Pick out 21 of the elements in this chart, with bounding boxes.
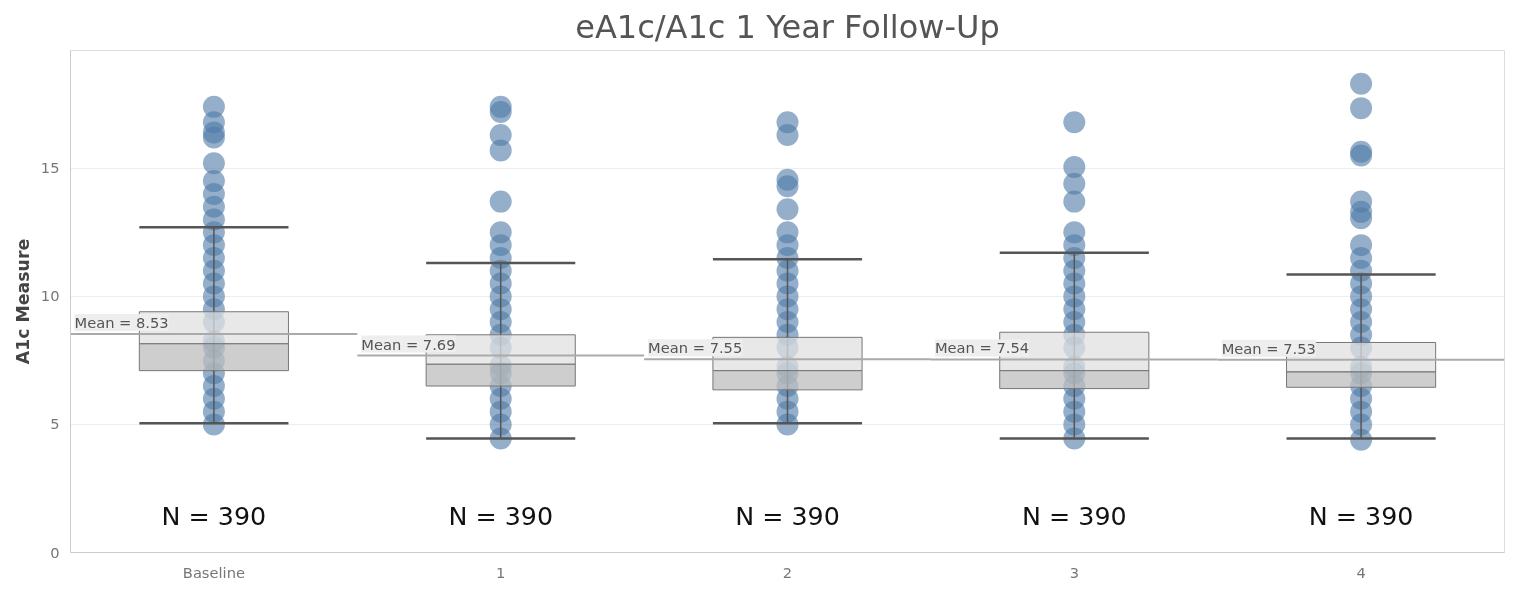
annotation: N = 390 xyxy=(448,500,554,531)
y-tick-label: 15 xyxy=(40,159,60,177)
x-tick-label: Baseline xyxy=(182,563,245,581)
annotation: Mean = 7.53 xyxy=(1221,339,1316,357)
x-tick-label: 1 xyxy=(496,563,506,581)
annotation: Mean = 7.55 xyxy=(648,339,743,357)
x-tick-label: 3 xyxy=(1069,563,1079,581)
y-axis-title: A1c Measure xyxy=(12,238,33,365)
annotation: N = 390 xyxy=(1021,500,1127,531)
annotation: Mean = 7.54 xyxy=(934,339,1030,357)
y-tick-label: 0 xyxy=(50,543,60,561)
annotation: Mean = 8.53 xyxy=(74,314,169,332)
annotation: N = 390 xyxy=(1308,500,1414,531)
chart-title: eA1c/A1c 1 Year Follow-Up xyxy=(575,7,1000,46)
y-tick-label: 10 xyxy=(40,287,60,305)
annotation: Mean = 7.69 xyxy=(361,335,456,353)
annotation: N = 390 xyxy=(161,500,267,531)
x-tick-label: 4 xyxy=(1356,563,1366,581)
x-tick-label: 2 xyxy=(782,563,793,581)
annotation: N = 390 xyxy=(735,500,840,531)
y-tick-label: 5 xyxy=(50,415,60,433)
